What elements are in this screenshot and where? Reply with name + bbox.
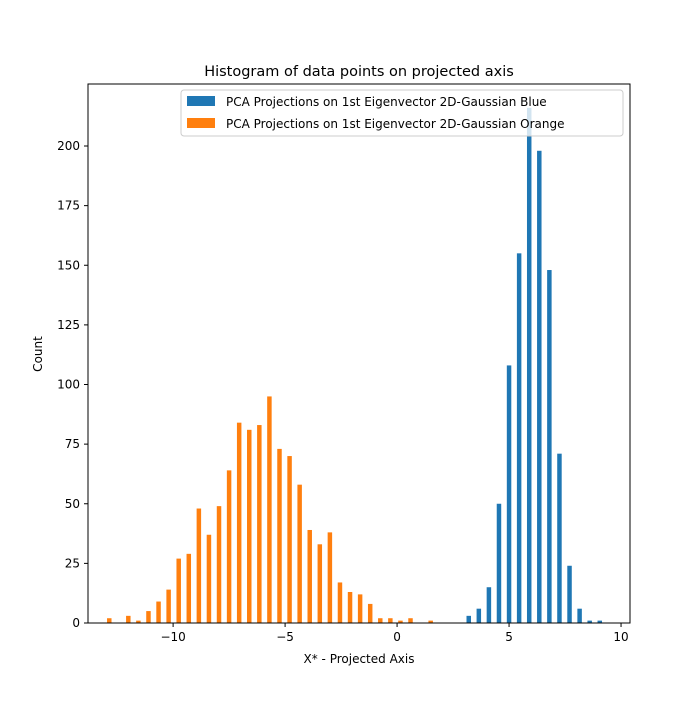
x-tick-label: 10 <box>613 630 628 644</box>
legend-label-blue: PCA Projections on 1st Eigenvector 2D-Ga… <box>226 95 547 109</box>
bar-orange <box>277 448 282 623</box>
bar-blue <box>597 620 603 623</box>
bar-orange <box>107 618 112 623</box>
x-tick-label: 5 <box>505 630 513 644</box>
legend-swatch-blue <box>187 96 215 106</box>
bar-blue <box>567 565 572 623</box>
x-tick-label: 0 <box>393 630 401 644</box>
bar-orange <box>317 544 323 623</box>
bar-orange <box>257 425 262 623</box>
bar-orange <box>247 429 252 623</box>
bar-orange <box>156 601 161 623</box>
x-tick-label: −10 <box>160 630 185 644</box>
bar-blue <box>537 150 542 624</box>
bar-orange <box>136 620 141 623</box>
y-tick-label: 200 <box>57 139 80 153</box>
bar-orange <box>307 529 312 623</box>
bar-orange <box>327 532 333 623</box>
axes-frame <box>87 83 631 624</box>
bar-orange <box>226 470 232 623</box>
y-tick-label: 75 <box>65 437 80 451</box>
bar-blue <box>547 270 552 623</box>
bar-orange <box>186 553 192 623</box>
bar-orange <box>347 591 353 623</box>
y-axis-label: Count <box>31 336 45 372</box>
bar-orange <box>216 506 222 623</box>
bar-blue <box>577 608 582 623</box>
bar-blue <box>526 107 532 624</box>
y-tick-label: 50 <box>65 497 80 511</box>
bar-blue <box>476 608 482 623</box>
y-tick-label: 125 <box>57 318 80 332</box>
bar-orange <box>337 582 343 623</box>
bars-layer <box>107 107 603 624</box>
bar-blue <box>587 620 592 623</box>
bar-blue <box>466 615 471 623</box>
bar-orange <box>357 594 363 623</box>
bar-orange <box>196 508 202 623</box>
legend-label-orange: PCA Projections on 1st Eigenvector 2D-Ga… <box>226 117 564 131</box>
bar-orange <box>206 534 212 623</box>
bar-orange <box>367 603 373 623</box>
bar-orange <box>388 618 393 623</box>
chart-title: Histogram of data points on projected ax… <box>204 64 514 80</box>
y-tick-label: 175 <box>57 199 80 213</box>
bar-orange <box>297 484 302 623</box>
legend-box <box>180 89 624 137</box>
bar-blue <box>516 253 522 624</box>
x-tick-label: −5 <box>276 630 294 644</box>
bar-orange <box>236 422 242 623</box>
bar-orange <box>428 620 433 623</box>
bar-orange <box>408 618 413 623</box>
bar-orange <box>378 618 383 623</box>
bar-blue <box>486 587 492 623</box>
bar-orange <box>146 611 151 623</box>
y-tick-label: 25 <box>65 556 80 570</box>
y-tick-label: 0 <box>72 616 80 630</box>
y-tick-label: 150 <box>57 258 80 272</box>
bar-orange <box>126 615 131 623</box>
bar-blue <box>496 503 502 623</box>
bar-blue <box>506 365 512 623</box>
bar-orange <box>287 456 292 623</box>
bar-blue <box>557 453 562 623</box>
legend: PCA Projections on 1st Eigenvector 2D-Ga… <box>180 89 624 137</box>
y-tick-label: 100 <box>57 378 80 392</box>
legend-swatch-orange <box>187 118 215 128</box>
bar-orange <box>166 589 171 623</box>
x-axis-label: X* - Projected Axis <box>304 652 415 666</box>
bar-orange <box>176 558 181 623</box>
bar-orange <box>398 620 403 623</box>
bar-orange <box>267 396 272 623</box>
